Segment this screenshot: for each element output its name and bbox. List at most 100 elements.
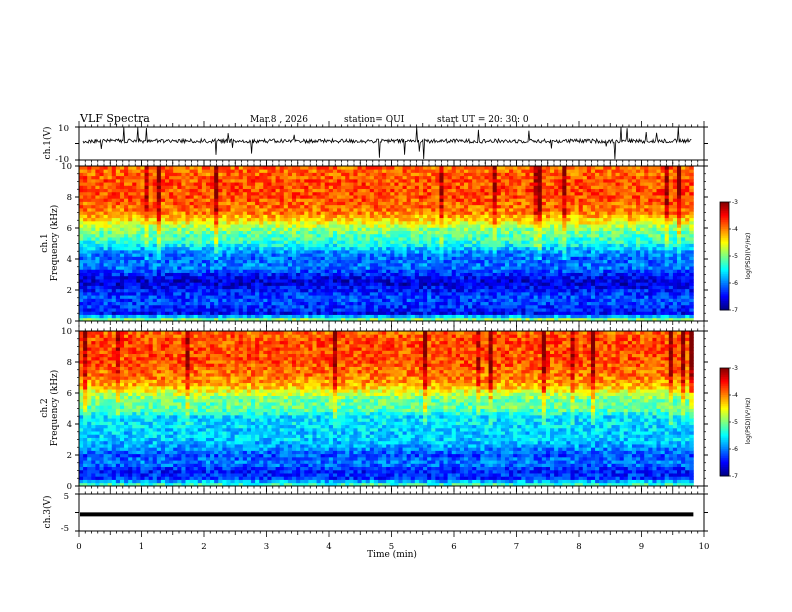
time-tick-label: 7 [514, 542, 519, 552]
colorbar-segment [720, 452, 729, 455]
freq-tick-label: 0 [67, 317, 72, 327]
colorbar-segment [720, 400, 729, 403]
colorbar-segment [720, 380, 729, 383]
ch3-ytick-top: 5 [64, 492, 69, 502]
colorbar-segment [720, 293, 729, 296]
time-tick-label: 6 [451, 542, 456, 552]
colorbar-segment [720, 450, 729, 453]
time-tick-label: 5 [389, 542, 394, 552]
colorbar-segment [720, 268, 729, 271]
station-label: station= OUI [344, 115, 405, 125]
colorbar-segment [720, 272, 729, 275]
colorbar-segment [720, 413, 729, 416]
colorbar-segment [720, 220, 729, 223]
colorbar-segment [720, 205, 729, 208]
colorbar-segment [720, 279, 729, 282]
colorbar-segment [720, 225, 729, 228]
colorbar-segment [720, 436, 729, 439]
colorbar-segment [720, 247, 729, 250]
colorbar-segment [720, 465, 729, 468]
figure-title: VLF Spectra [79, 112, 150, 125]
colorbar-segment [720, 396, 729, 399]
colorbar-segment [720, 304, 729, 307]
colorbar-segment [720, 257, 729, 260]
colorbar-segment [720, 411, 729, 414]
colorbar-segment [720, 472, 729, 475]
time-tick-label: 8 [576, 542, 581, 552]
freq-tick-label: 10 [61, 162, 72, 172]
colorbar-tick-label: -5 [732, 253, 738, 260]
colorbar-segment [720, 265, 729, 268]
colorbar-segment [720, 371, 729, 374]
date-label: Mar.8 , 2026 [250, 115, 308, 125]
time-axis-label: Time (min) [367, 549, 417, 560]
colorbar-segment [720, 422, 729, 425]
colorbar-segment [720, 373, 729, 376]
colorbar-segment [720, 407, 729, 410]
colorbar-segment [720, 292, 729, 295]
colorbar-tick-label: -4 [732, 392, 738, 399]
colorbar-segment [720, 456, 729, 459]
colorbar-segment [720, 418, 729, 421]
colorbar-segment [720, 386, 729, 389]
colorbar-segment [720, 290, 729, 293]
freq-tick-label: 4 [67, 420, 72, 430]
freq-tick-label: 6 [67, 389, 72, 399]
colorbar-segment [720, 409, 729, 412]
colorbar-segment [720, 277, 729, 280]
colorbar-tick-label: -4 [732, 226, 738, 233]
colorbar-segment [720, 250, 729, 253]
colorbar-segment [720, 384, 729, 387]
ch2-spectrogram-image [79, 331, 704, 487]
colorbar-segment [720, 223, 729, 226]
colorbar-tick-label: -6 [732, 446, 738, 453]
colorbar-tick-label: -7 [732, 473, 738, 480]
colorbar-segment [720, 209, 729, 212]
colorbar-segment [720, 295, 729, 298]
colorbar-segment [720, 308, 729, 311]
ch1-waveform-ylabel: ch.1(V) [42, 127, 53, 160]
colorbar-segment [720, 414, 729, 417]
colorbar-segment [720, 454, 729, 457]
ch1-freq-ticks: 0 2 4 6 8 10 [61, 162, 708, 327]
colorbar-segment [720, 387, 729, 390]
ch3-ytick-bottom: -5 [61, 524, 69, 534]
colorbar-segment [720, 398, 729, 401]
freq-tick-label: 8 [67, 358, 72, 368]
colorbar-segment [720, 306, 729, 309]
colorbar-segment [720, 281, 729, 284]
colorbar-segment [720, 238, 729, 241]
ch2-freq-ticks: 0 2 4 6 8 10 [61, 327, 708, 492]
colorbar-segment [720, 429, 729, 432]
colorbar-segment [720, 368, 729, 371]
ch1-colorbar-label: log(PSD)(V²/Hz) [745, 233, 752, 280]
colorbar-segment [720, 382, 729, 385]
colorbar-segment [720, 229, 729, 232]
colorbar-segment [720, 431, 729, 434]
colorbar-segment [720, 441, 729, 444]
colorbar-segment [720, 266, 729, 269]
colorbar-segment [720, 443, 729, 446]
colorbar-segment [720, 252, 729, 255]
colorbar-segment [720, 218, 729, 221]
colorbar-segment [720, 234, 729, 237]
colorbar-segment [720, 301, 729, 304]
colorbar-segment [720, 286, 729, 289]
colorbar-segment [720, 449, 729, 452]
colorbar-segment [720, 202, 729, 205]
colorbar-segment [720, 404, 729, 407]
colorbar-segment [720, 391, 729, 394]
colorbar-segment [720, 440, 729, 443]
colorbar-segment [720, 243, 729, 246]
colorbar-segment [720, 214, 729, 217]
colorbar-segment [720, 239, 729, 242]
colorbar-segment [720, 438, 729, 441]
ch3-waveform-trace [75, 493, 708, 532]
colorbar-segment [720, 299, 729, 302]
colorbar-segment [720, 270, 729, 273]
colorbar-segment [720, 288, 729, 291]
colorbar-segment [720, 275, 729, 278]
colorbar-segment [720, 221, 729, 224]
